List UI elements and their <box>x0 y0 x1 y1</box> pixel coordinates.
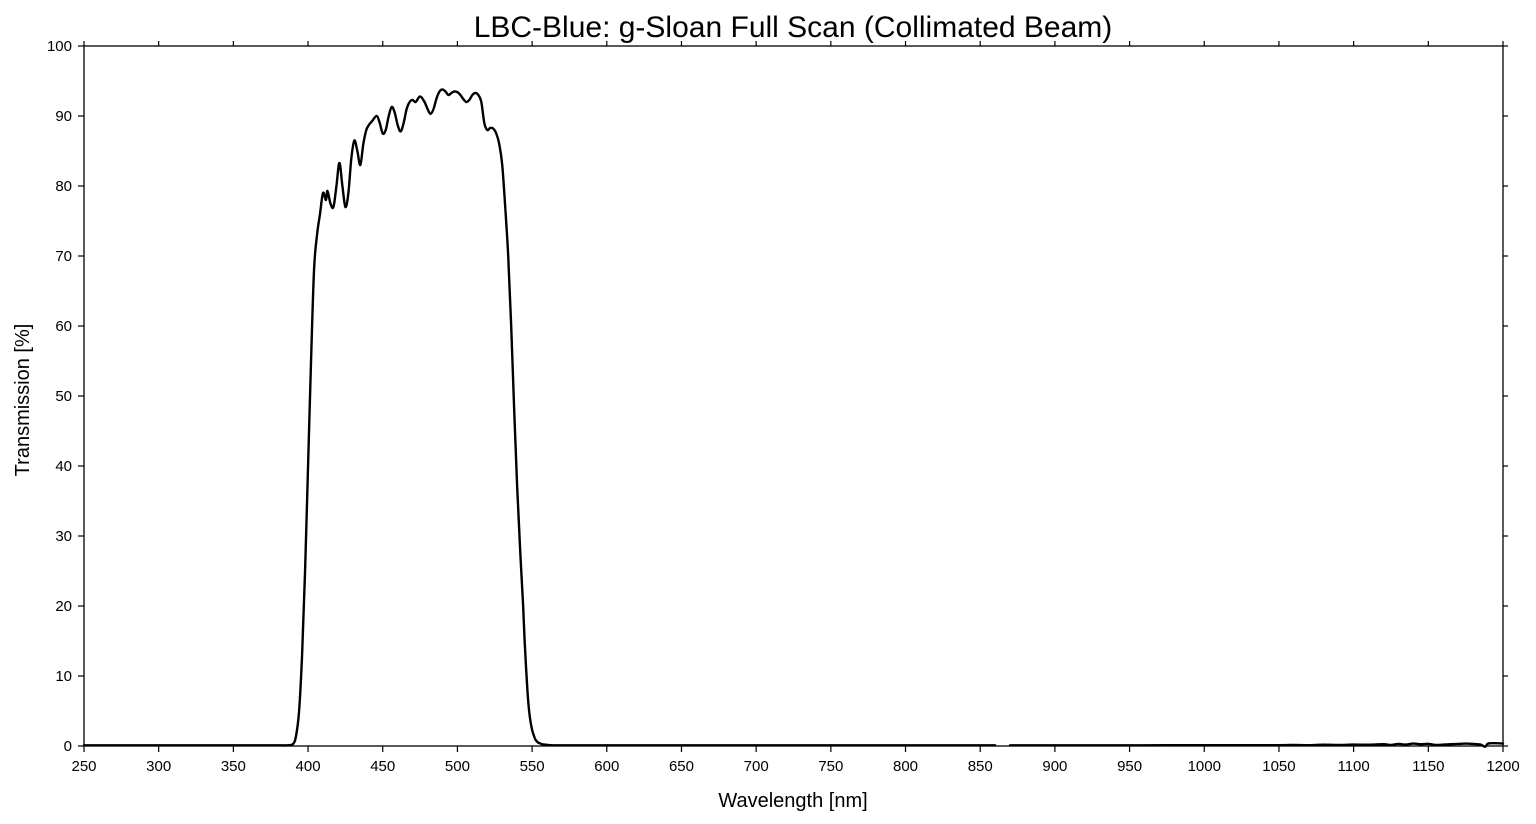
x-tick-label: 900 <box>1042 758 1067 775</box>
y-tick-label: 50 <box>55 388 72 405</box>
y-tick-label: 10 <box>55 668 72 685</box>
series-group <box>82 88 1505 748</box>
y-tick-label: 100 <box>47 38 72 55</box>
x-tick-label: 1050 <box>1262 758 1295 775</box>
series-line <box>82 88 997 747</box>
x-tick-label: 550 <box>520 758 545 775</box>
x-tick-label: 1150 <box>1412 758 1444 775</box>
x-tick-label: 450 <box>370 758 395 775</box>
x-tick-label: 400 <box>296 758 321 775</box>
x-tick-label: 950 <box>1117 758 1142 775</box>
x-tick-label: 500 <box>445 758 470 775</box>
x-tick-label: 250 <box>71 758 96 775</box>
x-tick-label: 800 <box>893 758 918 775</box>
x-axis-label: Wavelength [nm] <box>718 790 867 812</box>
x-tick-label: 600 <box>594 758 619 775</box>
x-tick-label: 300 <box>146 758 171 775</box>
y-tick-label: 90 <box>55 108 72 125</box>
x-tick-label: 1100 <box>1337 758 1369 775</box>
x-tick-label: 850 <box>968 758 993 775</box>
y-tick-label: 80 <box>55 178 72 195</box>
y-axis-ticks: 0 10 20 30 40 50 60 70 80 90 100 <box>47 38 1508 755</box>
plot-frame <box>83 45 1504 747</box>
y-tick-label: 70 <box>55 248 72 265</box>
x-tick-label: 650 <box>669 758 694 775</box>
y-tick-label: 60 <box>55 318 72 335</box>
y-tick-label: 30 <box>55 528 72 545</box>
chart-title: LBC-Blue: g-Sloan Full Scan (Collimated … <box>474 11 1113 44</box>
y-tick-label: 0 <box>64 738 72 755</box>
x-axis-ticks: 250 300 350 400 450 500 550 600 650 700 750 800 850 9… <box>71 41 1520 775</box>
x-tick-label: 750 <box>818 758 843 775</box>
x-tick-label: 350 <box>221 758 246 775</box>
x-tick-label: 1000 <box>1188 758 1221 775</box>
y-tick-label: 40 <box>55 458 72 475</box>
y-tick-label: 20 <box>55 598 72 615</box>
x-tick-label: 1200 <box>1486 758 1519 775</box>
x-tick-label: 700 <box>744 758 769 775</box>
series-line <box>1008 741 1505 748</box>
y-axis-label: Transmission [%] <box>12 324 34 477</box>
